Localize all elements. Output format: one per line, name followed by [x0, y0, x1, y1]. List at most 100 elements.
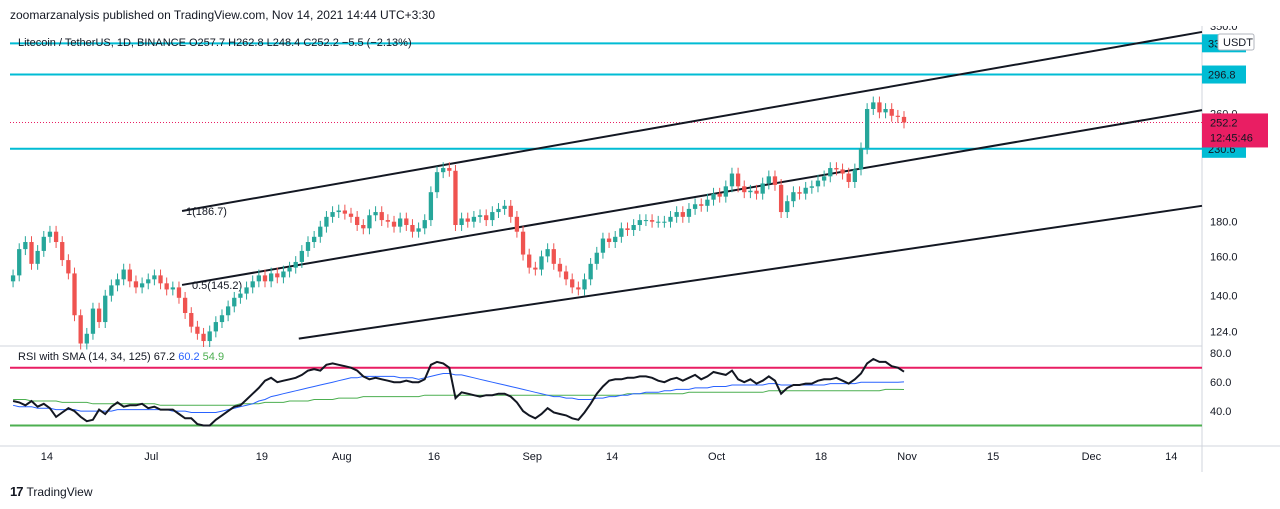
- symbol-name: Litecoin / TetherUS, 1D, BINANCE: [18, 37, 189, 49]
- candle-body: [742, 186, 747, 193]
- last-price-tag-bg: [1202, 113, 1268, 148]
- candle-body: [852, 169, 857, 183]
- candle-body: [533, 267, 538, 270]
- candle-body: [643, 220, 649, 222]
- candle: [447, 162, 452, 177]
- candle-body: [514, 216, 520, 232]
- candle-body: [410, 225, 415, 232]
- candle-body: [674, 212, 679, 217]
- chart-grid: [0, 26, 1280, 472]
- candle: [772, 170, 778, 191]
- price-tick-label: 180.0: [1210, 217, 1238, 229]
- candle: [551, 243, 556, 270]
- time-tick-label: Aug: [332, 451, 352, 463]
- candle-body: [563, 271, 569, 280]
- candle-body: [146, 279, 151, 284]
- candle: [23, 236, 28, 256]
- candle-body: [262, 275, 268, 282]
- price-tick-label: 160.0: [1210, 251, 1238, 263]
- candle-body: [883, 108, 888, 113]
- candle: [17, 243, 22, 282]
- candle: [330, 206, 335, 223]
- candle-body: [121, 269, 126, 280]
- candle-body: [637, 220, 642, 226]
- candle: [871, 96, 876, 115]
- candle-body: [324, 216, 329, 227]
- currency-badge: USDT: [1217, 33, 1255, 51]
- candle-body: [625, 228, 630, 231]
- candle: [176, 281, 182, 304]
- candle: [748, 184, 753, 199]
- candle: [901, 111, 907, 129]
- candle-body: [699, 204, 704, 206]
- candle: [348, 207, 354, 223]
- candle: [152, 269, 157, 286]
- candle: [490, 206, 495, 227]
- candle: [318, 220, 323, 243]
- candle-body: [864, 108, 870, 149]
- last-price-tag: 252.2 12:45:46: [1202, 113, 1268, 148]
- rsi-value: 67.2: [154, 351, 178, 363]
- candle-body: [619, 228, 624, 237]
- candle-body: [723, 186, 728, 197]
- candle: [189, 307, 194, 333]
- candle-body: [834, 168, 839, 170]
- ohlc-close: C252.2: [303, 37, 342, 49]
- candle: [195, 320, 200, 340]
- candle: [305, 236, 311, 257]
- candle: [29, 236, 34, 270]
- rsi-name: RSI with SMA (14, 34, 125): [18, 351, 154, 363]
- candle: [484, 209, 489, 227]
- candle: [465, 212, 470, 228]
- candle-body: [441, 168, 446, 173]
- candle-body: [158, 275, 163, 284]
- candle: [692, 198, 698, 215]
- candle-body: [336, 210, 341, 213]
- candle: [496, 203, 501, 219]
- candle: [821, 170, 827, 187]
- candle-body: [84, 333, 89, 344]
- candle: [139, 277, 145, 294]
- channel-line-lower: [298, 204, 1203, 340]
- candle-body: [828, 168, 833, 177]
- candle: [680, 206, 685, 223]
- candle-body: [127, 269, 132, 282]
- candle: [625, 222, 630, 236]
- candle: [594, 246, 599, 270]
- candle-body: [53, 231, 59, 243]
- candle-body: [803, 187, 808, 194]
- candle-body: [477, 215, 483, 217]
- candle: [477, 209, 483, 223]
- candle-body: [133, 281, 139, 288]
- candle: [889, 103, 894, 122]
- candle: [146, 273, 151, 290]
- candle: [164, 277, 169, 296]
- candle: [158, 269, 163, 290]
- candle: [404, 212, 409, 231]
- candle-body: [195, 326, 200, 334]
- candle: [121, 263, 126, 286]
- candle: [864, 103, 870, 155]
- brand-name: TradingView: [26, 484, 93, 499]
- candle-body: [219, 315, 225, 323]
- time-tick-label: 14: [1165, 451, 1177, 463]
- price-countdown-label: 12:45:46: [1210, 132, 1253, 144]
- candle-body: [170, 287, 175, 290]
- candle: [877, 96, 882, 119]
- candle-body: [889, 108, 894, 116]
- candle-body: [207, 331, 212, 342]
- candle-body: [871, 102, 876, 109]
- candle-body: [355, 216, 360, 226]
- candle: [576, 281, 581, 296]
- candle: [828, 162, 833, 183]
- candle: [656, 215, 661, 228]
- time-tick-label: Jul: [144, 451, 158, 463]
- candle: [342, 204, 348, 220]
- candle-body: [287, 267, 292, 272]
- candle: [785, 195, 790, 219]
- candle-body: [275, 273, 280, 278]
- candle-body: [588, 263, 593, 280]
